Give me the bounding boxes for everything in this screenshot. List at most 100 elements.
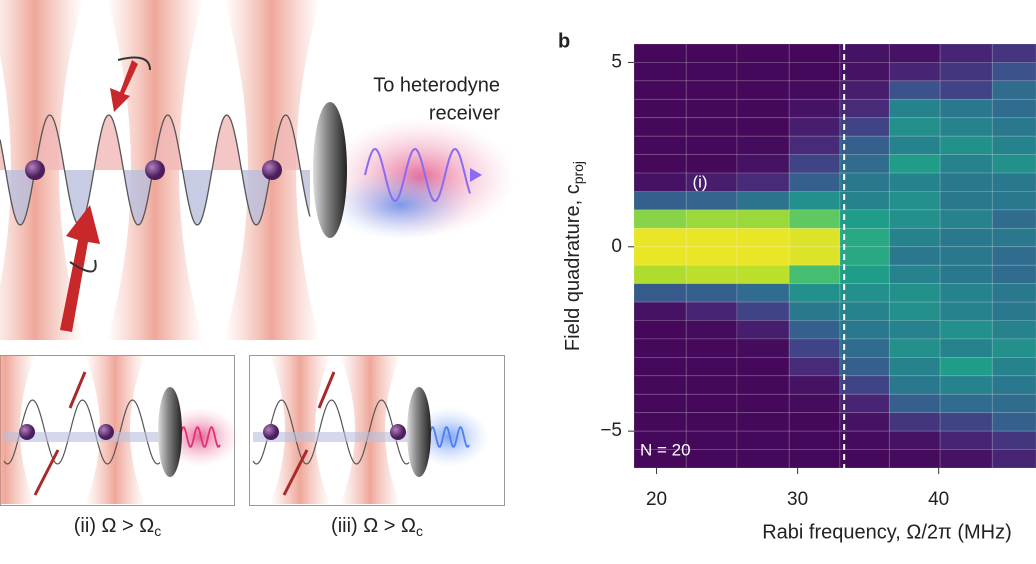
heat-cell	[888, 227, 941, 248]
heat-cell	[788, 80, 841, 100]
heat-cell	[939, 430, 993, 450]
heat-cell	[634, 80, 687, 100]
inset	[249, 355, 505, 506]
heat-cell	[685, 393, 738, 414]
heat-cell	[788, 246, 841, 266]
heat-cell	[839, 62, 890, 82]
heat-cell	[939, 301, 993, 321]
heat-cell	[634, 98, 687, 119]
heat-cell	[736, 172, 790, 192]
emitted-wave	[428, 426, 470, 448]
heat-cell	[839, 264, 890, 285]
atom	[19, 424, 35, 440]
heat-cell	[634, 209, 687, 229]
heat-cell	[736, 264, 790, 285]
heat-cell	[991, 301, 1036, 321]
heat-cell	[939, 80, 993, 100]
heat-cell	[888, 135, 941, 156]
heat-cell	[788, 117, 841, 137]
heat-cell	[839, 430, 890, 450]
receiver-label: To heterodyne	[373, 74, 500, 96]
heat-cell	[839, 283, 890, 303]
heat-cell	[634, 117, 687, 137]
heat-cell	[888, 283, 941, 303]
heat-cell	[736, 154, 790, 174]
heat-cell	[888, 191, 941, 211]
heat-cell	[991, 338, 1036, 358]
x-tick-label: 30	[787, 489, 808, 510]
y-axis-label-main: Field quadrature, c	[562, 184, 584, 351]
emitted-wave	[364, 147, 471, 203]
heat-cell	[685, 283, 738, 303]
mirror	[407, 387, 431, 477]
heat-cell	[888, 356, 941, 377]
heat-cell	[939, 338, 993, 358]
arrow	[282, 449, 309, 496]
heat-cell	[888, 338, 941, 358]
inset-label-main: (ii) Ω > Ω	[74, 515, 155, 537]
heat-cell	[788, 209, 841, 229]
heat-cell	[939, 264, 993, 285]
heat-cell	[736, 301, 790, 321]
heat-cell	[991, 62, 1036, 82]
heat-cell	[839, 375, 890, 395]
heat-cell	[839, 393, 890, 414]
inset-label-main: (iii) Ω > Ω	[331, 515, 416, 537]
spin-arrow	[110, 60, 138, 112]
annotation: (i)	[692, 172, 707, 191]
heat-cell	[939, 449, 993, 468]
heat-cell	[991, 154, 1036, 174]
heat-cell	[634, 62, 687, 82]
receiver-label: receiver	[429, 102, 500, 124]
heat-cell	[685, 80, 738, 100]
heat-cell	[888, 98, 941, 119]
heat-cell	[888, 301, 941, 321]
inset-label: (iii) Ω > Ωc	[331, 515, 423, 538]
heat-cell	[839, 117, 890, 137]
heat-cell	[991, 320, 1036, 340]
heat-cell	[839, 191, 890, 211]
heat-cell	[788, 320, 841, 340]
heat-cell	[991, 449, 1036, 468]
heat-cell	[839, 80, 890, 100]
heat-cell	[939, 227, 993, 248]
heat-cell	[736, 283, 790, 303]
heat-cell	[991, 283, 1036, 303]
heat-cell	[634, 301, 687, 321]
rotation	[117, 56, 151, 71]
heat-cell	[736, 393, 790, 414]
heat-cell	[888, 117, 941, 137]
arrow-head	[470, 168, 482, 182]
y-axis-label: Field quadrature, cproj	[562, 161, 585, 351]
heat-cell	[939, 320, 993, 340]
y-tick-label: −5	[600, 420, 622, 441]
heat-cell	[634, 264, 687, 285]
heat-cell	[888, 80, 941, 100]
heat-cell	[788, 62, 841, 82]
heat-cell	[736, 227, 790, 248]
heat-cell	[685, 320, 738, 340]
heat-cell	[634, 227, 687, 248]
heat-cell	[685, 135, 738, 156]
heat-cell	[634, 154, 687, 174]
heat-cell	[991, 98, 1036, 119]
heat-cell	[788, 412, 841, 432]
heat-cell	[736, 320, 790, 340]
heat-cell	[839, 98, 890, 119]
heat-cell	[634, 246, 687, 266]
heat-cell	[888, 154, 941, 174]
heat-cell	[788, 154, 841, 174]
heat-cell	[839, 44, 890, 63]
atom	[98, 424, 114, 440]
mirror	[313, 102, 347, 238]
heat-cell	[634, 356, 687, 377]
heat-cell	[736, 430, 790, 450]
heat-cell	[839, 301, 890, 321]
heat-cell	[888, 393, 941, 414]
heat-cell	[888, 246, 941, 266]
heat-cell	[939, 375, 993, 395]
laser-beam	[85, 356, 145, 504]
heat-cell	[888, 430, 941, 450]
heat-cell	[939, 62, 993, 82]
